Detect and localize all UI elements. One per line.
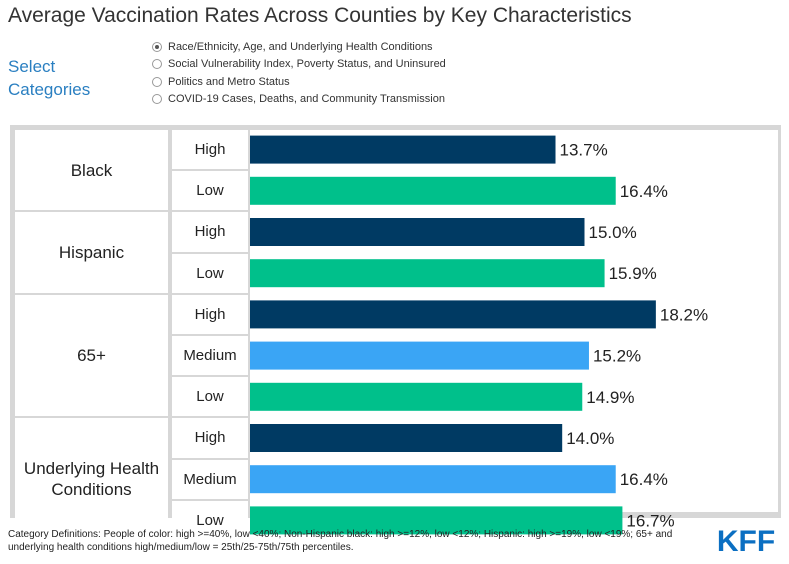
footnote: Category Definitions: People of color: h… — [8, 529, 673, 553]
bar-hispanic-high — [250, 218, 585, 246]
bar-plot-area: 13.7% 16.4% 15.0% 15.9% 18.2% 15.2% 14.9% 14.0%… — [250, 130, 778, 535]
category-option-0[interactable]: Race/Ethnicity, Age, and Underlying Heal… — [152, 38, 446, 56]
level-label: Low — [172, 171, 248, 211]
bar-hispanic-low — [250, 259, 605, 288]
category-option-label: Social Vulnerability Index, Poverty Stat… — [168, 58, 446, 71]
group-label: 65+ — [15, 294, 168, 417]
bar-black-low — [250, 176, 616, 205]
group-label: Underlying Health Conditions — [15, 418, 168, 540]
bar-value-label: 13.7% — [560, 141, 608, 160]
bar-value-label: 16.4% — [620, 182, 668, 201]
level-label: Low — [172, 253, 248, 293]
bar-chart-svg: 13.7% 16.4% 15.0% 15.9% 18.2% 15.2% 14.9% 14.0%… — [250, 135, 708, 535]
radio-button-icon[interactable] — [152, 59, 162, 70]
level-label: High — [172, 418, 248, 458]
level-label: Low — [172, 377, 248, 417]
level-label: High — [172, 212, 248, 252]
bar-value-label: 16.7% — [626, 511, 674, 530]
radio-button-icon[interactable] — [152, 41, 162, 52]
category-option-label: Politics and Metro Status — [168, 75, 290, 88]
bar-underlying-health-conditions-high — [250, 424, 563, 452]
bar-value-label: 15.2% — [593, 347, 641, 366]
group-label: Hispanic — [15, 212, 168, 293]
level-label: Medium — [172, 336, 248, 376]
level-label: High — [172, 294, 248, 334]
logo-text: KFF — [717, 525, 775, 558]
select-categories-label: Select Categories — [8, 57, 91, 99]
chart-frame: 13.7% 16.4% 15.0% 15.9% 18.2% 15.2% 14.9% 14.0%… — [10, 125, 781, 540]
bar-underlying-health-conditions-low — [250, 506, 623, 535]
bar-underlying-health-conditions-medium — [250, 465, 616, 494]
bar-65--high — [250, 300, 656, 329]
bar-65--medium — [250, 341, 589, 370]
level-label: Medium — [172, 459, 248, 499]
bar-value-label: 16.4% — [620, 470, 668, 489]
bar-value-label: 14.0% — [566, 429, 614, 448]
level-label: High — [172, 130, 248, 170]
category-radio-group: Race/Ethnicity, Age, and Underlying Heal… — [152, 38, 446, 108]
category-option-3[interactable]: COVID-19 Cases, Deaths, and Community Tr… — [152, 91, 446, 109]
kff-logo: KFF — [717, 525, 775, 558]
bar-value-label: 18.2% — [660, 305, 708, 324]
category-option-1[interactable]: Social Vulnerability Index, Poverty Stat… — [152, 56, 446, 74]
chart-title: Average Vaccination Rates Across Countie… — [8, 4, 632, 27]
category-option-2[interactable]: Politics and Metro Status — [152, 73, 446, 91]
bar-value-label: 15.9% — [609, 264, 657, 283]
group-label: Black — [15, 130, 168, 211]
bar-value-label: 14.9% — [586, 388, 634, 407]
level-label: Low — [172, 500, 248, 540]
bar-value-label: 15.0% — [589, 223, 637, 242]
bar-black-high — [250, 135, 556, 164]
category-option-label: COVID-19 Cases, Deaths, and Community Tr… — [168, 93, 445, 106]
radio-button-icon[interactable] — [152, 76, 162, 87]
bar-65--low — [250, 382, 583, 411]
radio-button-icon[interactable] — [152, 94, 162, 105]
category-option-label: Race/Ethnicity, Age, and Underlying Heal… — [168, 40, 433, 53]
